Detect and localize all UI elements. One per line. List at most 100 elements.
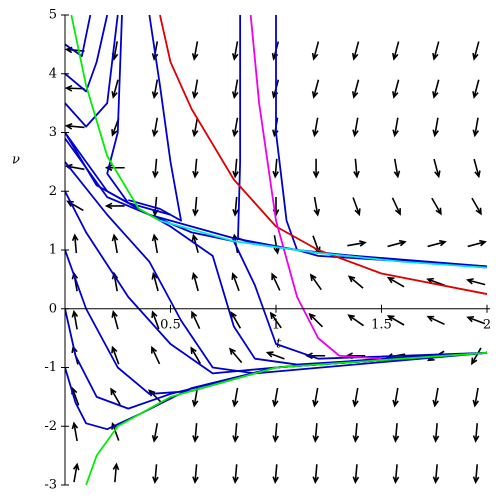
solution-curve <box>65 15 92 58</box>
field-arrow <box>191 41 199 61</box>
field-arrow <box>272 387 279 408</box>
field-arrow <box>432 117 439 138</box>
field-arrow <box>432 387 439 408</box>
field-arrow <box>392 464 400 485</box>
field-arrow <box>231 41 239 61</box>
field-arrow <box>432 79 440 99</box>
x-tick-label: 1 <box>272 317 280 332</box>
field-arrow <box>231 387 239 408</box>
solution-curve <box>106 15 171 216</box>
field-arrow <box>432 423 440 443</box>
field-arrow <box>151 79 159 100</box>
field-arrow <box>231 79 239 100</box>
solution-curve <box>159 219 488 269</box>
field-arrow <box>151 117 159 138</box>
field-arrow <box>151 423 159 443</box>
field-arrow <box>312 117 319 138</box>
field-arrow <box>71 309 79 330</box>
x-tick-label: 2 <box>483 317 491 332</box>
field-arrow <box>152 196 159 217</box>
field-arrow <box>347 240 367 247</box>
field-arrow <box>352 197 361 217</box>
field-arrow <box>71 233 79 254</box>
field-arrow <box>232 196 239 217</box>
x-axis-label: t <box>276 337 282 352</box>
y-tick-label: -1 <box>44 360 57 375</box>
field-arrow <box>111 79 119 99</box>
solution-curve <box>65 15 109 93</box>
field-arrow <box>192 158 199 179</box>
field-arrow <box>71 421 79 442</box>
field-arrow <box>392 423 400 443</box>
solution-curve <box>128 15 182 222</box>
field-arrow <box>272 464 279 485</box>
field-arrow <box>265 351 285 360</box>
field-arrow <box>312 387 319 408</box>
field-arrow <box>110 387 121 406</box>
field-arrow <box>347 275 364 289</box>
field-arrow <box>433 158 441 179</box>
field-arrow <box>471 347 482 366</box>
field-arrow <box>465 278 486 286</box>
field-arrow <box>352 387 359 408</box>
field-arrow <box>312 423 320 443</box>
field-arrow <box>231 272 240 292</box>
field-arrow <box>104 164 125 172</box>
field-arrow <box>309 273 322 291</box>
y-tick-label: 4 <box>49 66 57 81</box>
field-arrow <box>311 41 320 61</box>
field-arrow <box>152 464 159 485</box>
field-arrow <box>312 464 320 485</box>
field-arrow <box>232 158 239 179</box>
field-arrow <box>152 158 159 179</box>
field-arrow <box>192 423 199 443</box>
y-tick-label: 1 <box>49 243 57 258</box>
field-arrow <box>191 387 199 408</box>
field-arrow <box>353 158 360 179</box>
field-arrow <box>351 79 360 99</box>
field-arrow <box>191 79 199 100</box>
field-arrow <box>427 239 447 248</box>
solution-curve <box>85 351 488 486</box>
field-arrow <box>231 117 239 138</box>
field-arrow <box>426 277 446 287</box>
field-arrow <box>392 387 399 408</box>
field-arrow <box>472 387 480 408</box>
field-arrow <box>472 41 480 61</box>
field-arrow <box>432 464 440 485</box>
field-arrow <box>64 122 85 130</box>
field-arrow <box>308 312 324 328</box>
field-arrow <box>111 233 119 254</box>
field-arrow <box>432 41 440 61</box>
field-arrow <box>311 79 320 99</box>
field-arrow <box>272 158 279 179</box>
field-arrow <box>191 310 201 329</box>
field-arrow <box>472 79 480 99</box>
field-arrow <box>313 196 321 217</box>
solution-curve <box>65 137 488 360</box>
field-arrow <box>228 347 243 364</box>
field-arrow <box>232 464 239 485</box>
x-tick-label: 1.5 <box>371 317 392 332</box>
y-tick-label: -2 <box>44 419 57 434</box>
field-arrow <box>312 158 320 179</box>
x-tick-label: 0.5 <box>160 317 181 332</box>
field-arrow <box>393 158 401 179</box>
y-tick-label: 3 <box>49 125 57 140</box>
field-arrow <box>431 197 442 216</box>
y-tick-label: 0 <box>49 301 57 316</box>
field-arrow <box>472 464 480 485</box>
field-arrow <box>191 271 199 292</box>
y-tick-label: -3 <box>44 478 57 493</box>
field-arrow <box>111 310 119 330</box>
axes: 0.5 1 1.5 2 -3 -2 -1 0 1 2 3 4 5 <box>44 8 491 493</box>
field-arrow <box>392 41 400 61</box>
field-arrow <box>271 272 281 291</box>
field-arrow <box>387 239 407 248</box>
field-arrow <box>347 314 365 327</box>
solution-curve <box>65 351 488 431</box>
field-arrow <box>151 310 160 330</box>
field-arrow <box>272 423 279 443</box>
field-arrow <box>386 276 405 288</box>
